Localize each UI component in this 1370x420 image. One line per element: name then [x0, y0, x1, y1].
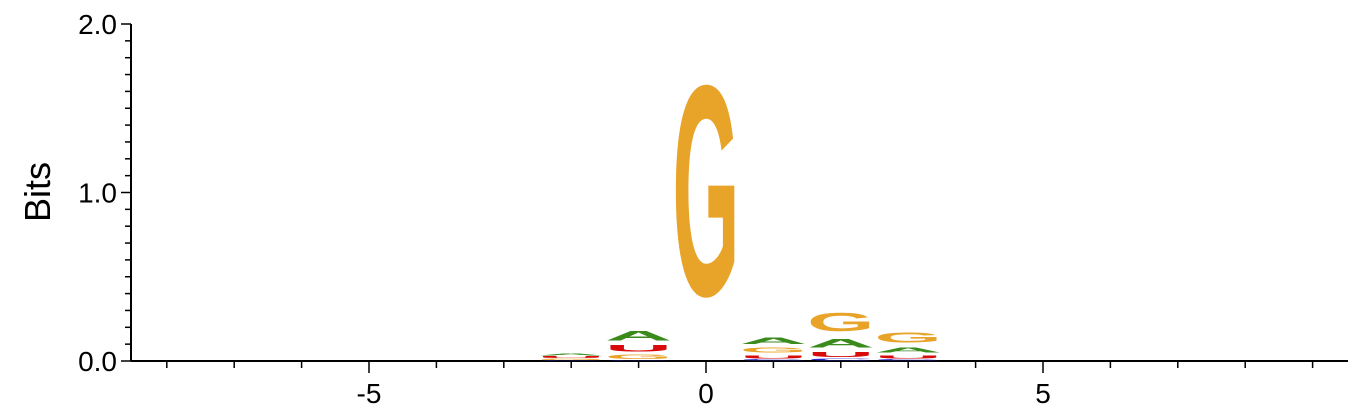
logo-position: G — [672, 23, 739, 359]
logo-letter-A: A — [807, 337, 874, 350]
y-tick-label: 2.0 — [78, 9, 117, 40]
logo-letter-G: G — [740, 346, 807, 354]
logo-letter-A: A — [538, 353, 605, 356]
x-tick-label: 5 — [1035, 378, 1051, 409]
logo-letter-C: C — [875, 359, 942, 361]
logo-letter-G: G — [807, 308, 874, 337]
logo-letter-G: G — [672, 23, 739, 359]
logo-letter-U: U — [740, 354, 807, 359]
logo-letter-C: C — [605, 360, 672, 361]
y-tick-label: 0.0 — [78, 346, 117, 377]
y-tick-label: 1.0 — [78, 178, 117, 209]
logo-letter-G: G — [538, 358, 605, 360]
logo-letter-C: C — [807, 358, 874, 361]
x-axis: -5 0 5 — [131, 360, 1348, 409]
x-tick-label: 0 — [698, 378, 714, 409]
logo-letter-G: G — [605, 353, 672, 360]
logo-letter-U: U — [605, 343, 672, 353]
logo-letter-U: U — [538, 356, 605, 359]
logo-letter-A: A — [875, 346, 942, 354]
logo-letter-G: G — [875, 329, 942, 346]
x-tick-label: -5 — [357, 378, 382, 409]
y-axis: Bits 0.0 1.0 2.0 — [17, 9, 132, 377]
logo-letter-C: C — [740, 359, 807, 361]
logo-letter-U: U — [875, 354, 942, 359]
logo-letter-A: A — [605, 328, 672, 343]
logo-letter-U: U — [807, 350, 874, 358]
logo-letter-C: C — [538, 360, 605, 361]
y-axis-title: Bits — [17, 162, 58, 222]
logo-letter-A: A — [740, 336, 807, 346]
